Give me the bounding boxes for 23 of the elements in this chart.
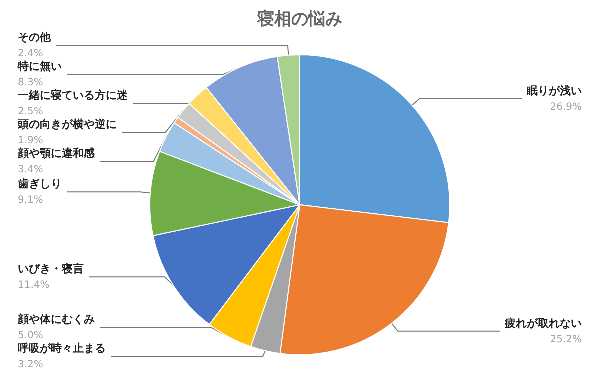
data-label: 9.1% (18, 195, 44, 206)
slice-label: いびき・寝言 (18, 262, 84, 276)
data-label: 3.4% (18, 164, 44, 176)
slice-label: 眠りが浅い (527, 84, 582, 98)
data-label: 11.4% (18, 280, 50, 292)
slice-label: 顔や体にむくみ (17, 313, 95, 326)
data-label: 5.0% (18, 330, 44, 342)
slice-label: その他 (18, 30, 52, 44)
slice-label: 疲れが取れない (504, 316, 582, 330)
slice-label: 顔や顎に違和感 (17, 146, 96, 160)
data-label: 8.3% (18, 77, 44, 88)
slice-label: 頭の向きが横や逆に (17, 118, 117, 131)
chart-title: 寝相の悩み (256, 10, 342, 30)
data-label: 3.2% (18, 360, 44, 370)
data-label: 25.2% (550, 334, 582, 346)
data-label: 2.4% (18, 48, 44, 60)
slice-label: 呼吸が時々止まる (18, 342, 106, 355)
data-label: 2.5% (18, 106, 44, 118)
slice-label: 歯ぎしり (17, 178, 62, 191)
slice-label: 一緒に寝ている方に迷 (18, 88, 129, 102)
slice-label: 特に無い (17, 60, 62, 73)
data-label: 26.9% (550, 102, 582, 113)
data-label: 1.9% (18, 135, 44, 146)
